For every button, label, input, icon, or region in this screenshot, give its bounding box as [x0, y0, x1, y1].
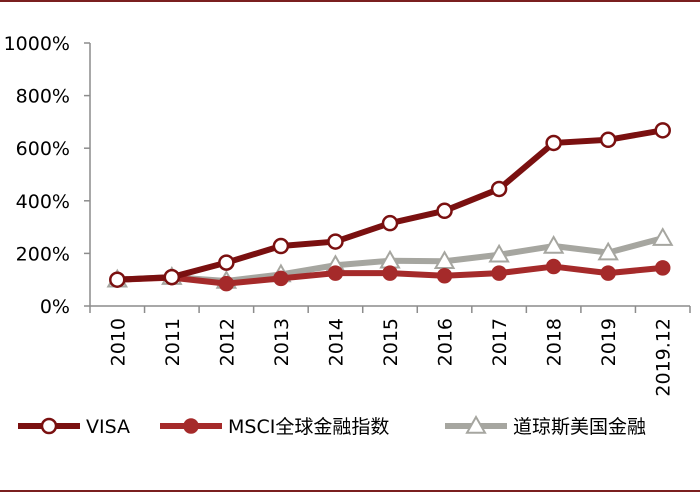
data-point — [600, 265, 616, 281]
x-tick-label: 2017 — [489, 318, 511, 366]
legend-label: VISA — [86, 416, 130, 438]
legend-swatch-marker — [183, 418, 199, 434]
data-point — [490, 180, 508, 198]
data-point — [545, 258, 562, 275]
data-point — [381, 214, 399, 232]
data-point — [382, 265, 398, 281]
data-point — [218, 275, 235, 292]
x-tick-label: 2011 — [162, 318, 184, 366]
data-point — [654, 260, 671, 276]
legend-item-2: 道琼斯美国金融 — [445, 414, 646, 438]
series-layer — [106, 122, 674, 292]
data-point — [488, 243, 510, 263]
data-point — [436, 268, 453, 284]
data-point — [599, 131, 617, 149]
data-point — [436, 202, 453, 220]
y-tick-label: 800% — [16, 86, 70, 108]
legend: VISA MSCI全球金融指数 道琼斯美国金融 — [18, 414, 646, 438]
x-tick-label: 2015 — [380, 318, 402, 366]
y-tick-label: 600% — [16, 138, 70, 160]
legend-swatch-marker — [40, 417, 58, 435]
data-point — [218, 254, 235, 271]
x-tick-label: 2012 — [216, 318, 238, 366]
bottom-rule — [0, 490, 700, 492]
data-point — [327, 265, 344, 281]
y-tick-label: 400% — [16, 191, 70, 213]
legend-label: MSCI全球金融指数 — [228, 416, 389, 438]
y-tick-label: 1000% — [4, 33, 70, 55]
axes: 0% 200% 400% 600% 800% 1000% 2010 2011 2012 2013 2… — [4, 33, 691, 397]
x-tick-label: 2010 — [107, 318, 129, 366]
y-tick-label: 0% — [40, 296, 70, 318]
data-point — [652, 227, 674, 246]
y-tick-label: 200% — [16, 243, 70, 265]
legend-swatch-marker — [465, 414, 487, 434]
legend-item-0: VISA — [18, 416, 130, 438]
x-tick-label: 2014 — [325, 318, 347, 366]
data-point — [654, 122, 671, 139]
data-point — [327, 233, 344, 250]
data-point — [272, 237, 290, 255]
x-tick-label: 2019.12 — [653, 318, 675, 397]
data-point — [597, 241, 619, 261]
data-point — [273, 270, 289, 287]
series-0 — [109, 122, 671, 288]
data-point — [542, 235, 565, 254]
legend-label: 道琼斯美国金融 — [513, 416, 646, 438]
data-point — [491, 265, 507, 281]
data-point — [163, 268, 181, 286]
top-rule — [0, 0, 700, 2]
data-point — [109, 271, 126, 288]
x-tick-label: 2018 — [544, 318, 566, 366]
data-point — [545, 134, 562, 152]
x-tick-label: 2013 — [271, 318, 293, 366]
legend-item-1: MSCI全球金融指数 — [160, 416, 389, 438]
x-tick-label: 2019 — [598, 318, 620, 366]
x-tick-label: 2016 — [435, 318, 457, 366]
